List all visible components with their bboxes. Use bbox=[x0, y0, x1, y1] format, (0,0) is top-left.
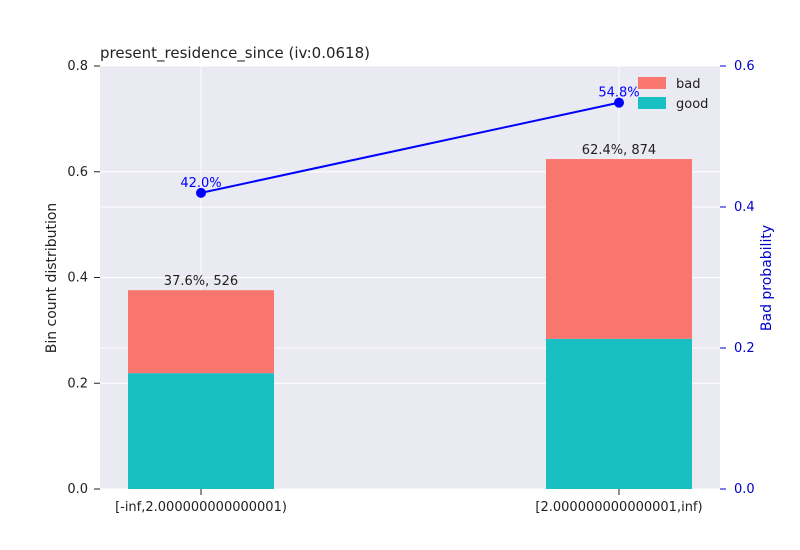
bad-probability-line-group bbox=[196, 97, 624, 198]
y-tick-label: 0.8 bbox=[67, 59, 88, 74]
y2-tick-label: 0.4 bbox=[734, 200, 755, 215]
bar-label: 62.4%, 874 bbox=[582, 143, 656, 158]
x-tick-label: [-inf,2.000000000000001) bbox=[115, 500, 287, 515]
y-axis-label: Bin count distribution bbox=[44, 203, 60, 354]
legend-label-bad: bad bbox=[676, 77, 700, 92]
bad-probability-label: 42.0% bbox=[180, 176, 221, 191]
y2-tick-label: 0.6 bbox=[734, 59, 755, 74]
bad-probability-point bbox=[614, 97, 624, 108]
bars-group bbox=[128, 159, 692, 489]
bar-bad bbox=[546, 159, 692, 339]
y2-tick-label: 0.2 bbox=[734, 341, 755, 356]
bar-good bbox=[128, 373, 274, 489]
legend: bad good bbox=[638, 77, 708, 112]
bar-good bbox=[546, 338, 692, 489]
y-tick-label: 0.6 bbox=[67, 165, 88, 180]
y-tick-label: 0.4 bbox=[67, 271, 88, 286]
x-tick-label: [2.000000000000001,inf) bbox=[535, 500, 702, 515]
bad-probability-point bbox=[196, 187, 206, 198]
y-tick-label: 0.2 bbox=[67, 376, 88, 391]
chart-title: present_residence_since (iv:0.0618) bbox=[100, 44, 370, 63]
labels-group: 37.6%, 526 62.4%, 874 42.0% 54.8% bbox=[164, 86, 656, 290]
y-tick-label: 0.0 bbox=[67, 482, 88, 497]
bar-bad bbox=[128, 290, 274, 374]
bad-probability-line bbox=[200, 101, 620, 194]
y2-axis-label: Bad probability bbox=[759, 225, 775, 331]
bar-label: 37.6%, 526 bbox=[164, 274, 238, 289]
legend-swatch-bad bbox=[638, 77, 666, 89]
legend-label-good: good bbox=[676, 97, 708, 112]
axes-group: 0.0 0.2 0.4 0.6 0.8 0.0 0.2 0.4 0.6 [-inf,2.00000… bbox=[67, 59, 754, 515]
legend-swatch-good bbox=[638, 97, 666, 109]
y2-tick-label: 0.0 bbox=[734, 482, 755, 497]
bad-probability-label: 54.8% bbox=[598, 86, 639, 101]
